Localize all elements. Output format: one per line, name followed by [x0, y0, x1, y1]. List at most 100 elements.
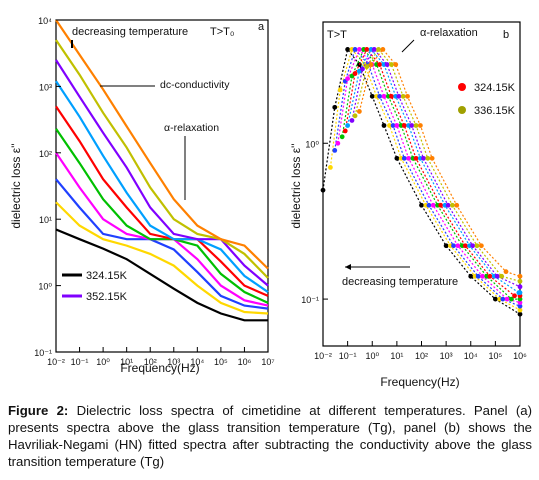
panel-b-annotation-decreasing: decreasing temperature: [342, 276, 458, 288]
x-tick-label: 10²: [144, 357, 157, 367]
data-point: [438, 202, 444, 208]
data-point: [499, 273, 505, 279]
data-point: [470, 243, 476, 249]
data-point: [425, 155, 431, 161]
legend-b-marker-2: [458, 106, 466, 114]
figure-caption: Figure 2: Dielectric loss spectra of cim…: [8, 402, 532, 470]
data-point: [443, 243, 449, 249]
data-point: [352, 71, 358, 76]
data-point: [342, 128, 348, 134]
data-point: [401, 155, 407, 161]
data-point: [405, 93, 410, 99]
panel-b-ylabel: dielectric loss ε'': [289, 143, 303, 228]
x-tick-label: 10⁻¹: [339, 351, 357, 361]
data-point: [468, 273, 474, 279]
data-point: [480, 273, 485, 279]
data-point: [320, 187, 326, 193]
panel-a-frame: [55, 19, 269, 353]
data-point: [349, 118, 355, 123]
panel-a: 10⁻² 10⁻¹ 10⁰ 10¹ 10² 10³ 10⁴ 10⁵ 10⁶ 10⁷10⁻¹10⁰1…: [9, 16, 275, 375]
data-point: [396, 93, 402, 99]
data-point: [455, 243, 461, 249]
data-point: [381, 93, 387, 99]
caption-label: Figure 2:: [8, 403, 69, 418]
series-line: [55, 80, 269, 293]
panel-a-ylabel: dielectric loss ε'': [9, 143, 23, 228]
data-point: [364, 64, 370, 70]
data-point: [332, 147, 338, 153]
data-point: [400, 93, 406, 99]
data-point: [517, 311, 523, 317]
data-point: [401, 123, 407, 128]
data-point: [413, 123, 419, 128]
data-point: [421, 155, 426, 161]
panel-b-series: [320, 47, 523, 317]
x-tick-label: 10⁴: [190, 357, 204, 367]
data-point: [487, 273, 493, 279]
series-line: [347, 48, 520, 294]
x-tick-label: 10¹: [390, 351, 403, 361]
x-tick-label: 10⁻²: [314, 351, 332, 361]
data-point: [451, 243, 456, 249]
panel-b-annotation-alpha: α-relaxation: [420, 27, 478, 39]
data-point: [394, 123, 400, 128]
data-point: [429, 155, 435, 161]
data-point: [364, 47, 370, 52]
panel-a-xlabel: Frequency(Hz): [120, 361, 199, 375]
data-point: [517, 278, 523, 284]
x-tick-label: 10⁵: [489, 351, 503, 361]
data-point: [394, 155, 400, 161]
data-point: [381, 123, 387, 128]
data-point: [494, 273, 500, 279]
series-line: [55, 201, 269, 315]
x-tick-label: 10⁻¹: [71, 357, 89, 367]
data-point: [387, 123, 392, 128]
data-point: [450, 202, 455, 208]
x-tick-label: 10³: [167, 357, 180, 367]
legend-b-label-1: 324.15K: [474, 82, 516, 94]
panel-b-arrow-head: [345, 264, 351, 270]
data-point: [430, 202, 436, 208]
legend-b-marker-1: [458, 83, 466, 91]
data-point: [389, 62, 394, 67]
caption-text: Dielectric loss spectra of cimetidine at…: [8, 403, 533, 469]
y-tick-label: 10⁻¹: [34, 348, 52, 358]
x-tick-label: 10⁶: [238, 357, 252, 367]
data-point: [509, 296, 514, 302]
data-point: [384, 62, 390, 67]
data-point: [504, 296, 510, 302]
y-tick-label: 10⁰: [305, 139, 319, 149]
data-point: [413, 155, 419, 161]
data-point: [356, 47, 362, 52]
x-tick-label: 10¹: [120, 357, 133, 367]
data-point: [345, 123, 351, 128]
data-point: [352, 113, 358, 119]
series-line: [344, 48, 520, 297]
data-point: [462, 243, 468, 249]
x-tick-label: 10⁷: [261, 357, 274, 367]
series-line: [55, 178, 269, 310]
y-tick-label: 10⁻¹: [301, 295, 319, 305]
panel-b-xlabel: Frequency(Hz): [380, 375, 459, 389]
panel-b-alpha-pointer: [401, 39, 415, 53]
panel-a-annotation-dc: dc-conductivity: [160, 79, 230, 91]
y-tick-label: 10¹: [39, 215, 52, 225]
data-point: [478, 243, 484, 249]
data-point: [500, 296, 506, 302]
series-line: [55, 39, 269, 279]
data-point: [335, 140, 341, 146]
legend-a-label-2: 352.15K: [86, 291, 128, 303]
panel-b: 10⁻²10⁻¹10⁰10¹10²10³10⁴10⁵10⁶10⁻¹10⁰10¹ …: [289, 21, 527, 389]
panel-a-ticks: 10⁻² 10⁻¹ 10⁰ 10¹ 10² 10³ 10⁴ 10⁵ 10⁶ 10⁷10⁻¹10⁰1…: [34, 16, 274, 367]
data-point: [356, 109, 362, 114]
data-point: [390, 123, 396, 128]
data-point: [406, 155, 412, 161]
figure: 10⁻² 10⁻¹ 10⁰ 10¹ 10² 10³ 10⁴ 10⁵ 10⁶ 10⁷10⁻¹10⁰1…: [9, 16, 527, 389]
x-tick-label: 10⁶: [513, 351, 527, 361]
panel-a-legend: 324.15K 352.15K: [62, 270, 128, 303]
data-point: [517, 284, 523, 290]
series-line: [322, 48, 521, 315]
x-tick-label: 10⁻²: [47, 357, 65, 367]
data-point: [345, 76, 351, 81]
data-point: [332, 104, 338, 110]
